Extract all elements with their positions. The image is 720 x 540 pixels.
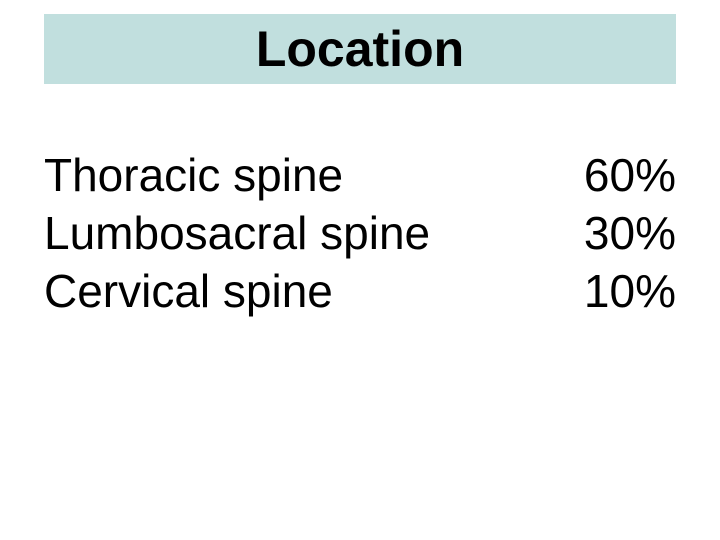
location-label: Thoracic spine (44, 148, 343, 202)
location-list: Thoracic spine 60% Lumbosacral spine 30%… (44, 148, 676, 322)
page-title: Location (256, 20, 464, 78)
table-row: Thoracic spine 60% (44, 148, 676, 202)
table-row: Lumbosacral spine 30% (44, 206, 676, 260)
location-value: 60% (584, 148, 676, 202)
location-value: 30% (584, 206, 676, 260)
table-row: Cervical spine 10% (44, 264, 676, 318)
location-label: Cervical spine (44, 264, 333, 318)
location-value: 10% (584, 264, 676, 318)
location-label: Lumbosacral spine (44, 206, 430, 260)
title-bar: Location (44, 14, 676, 84)
